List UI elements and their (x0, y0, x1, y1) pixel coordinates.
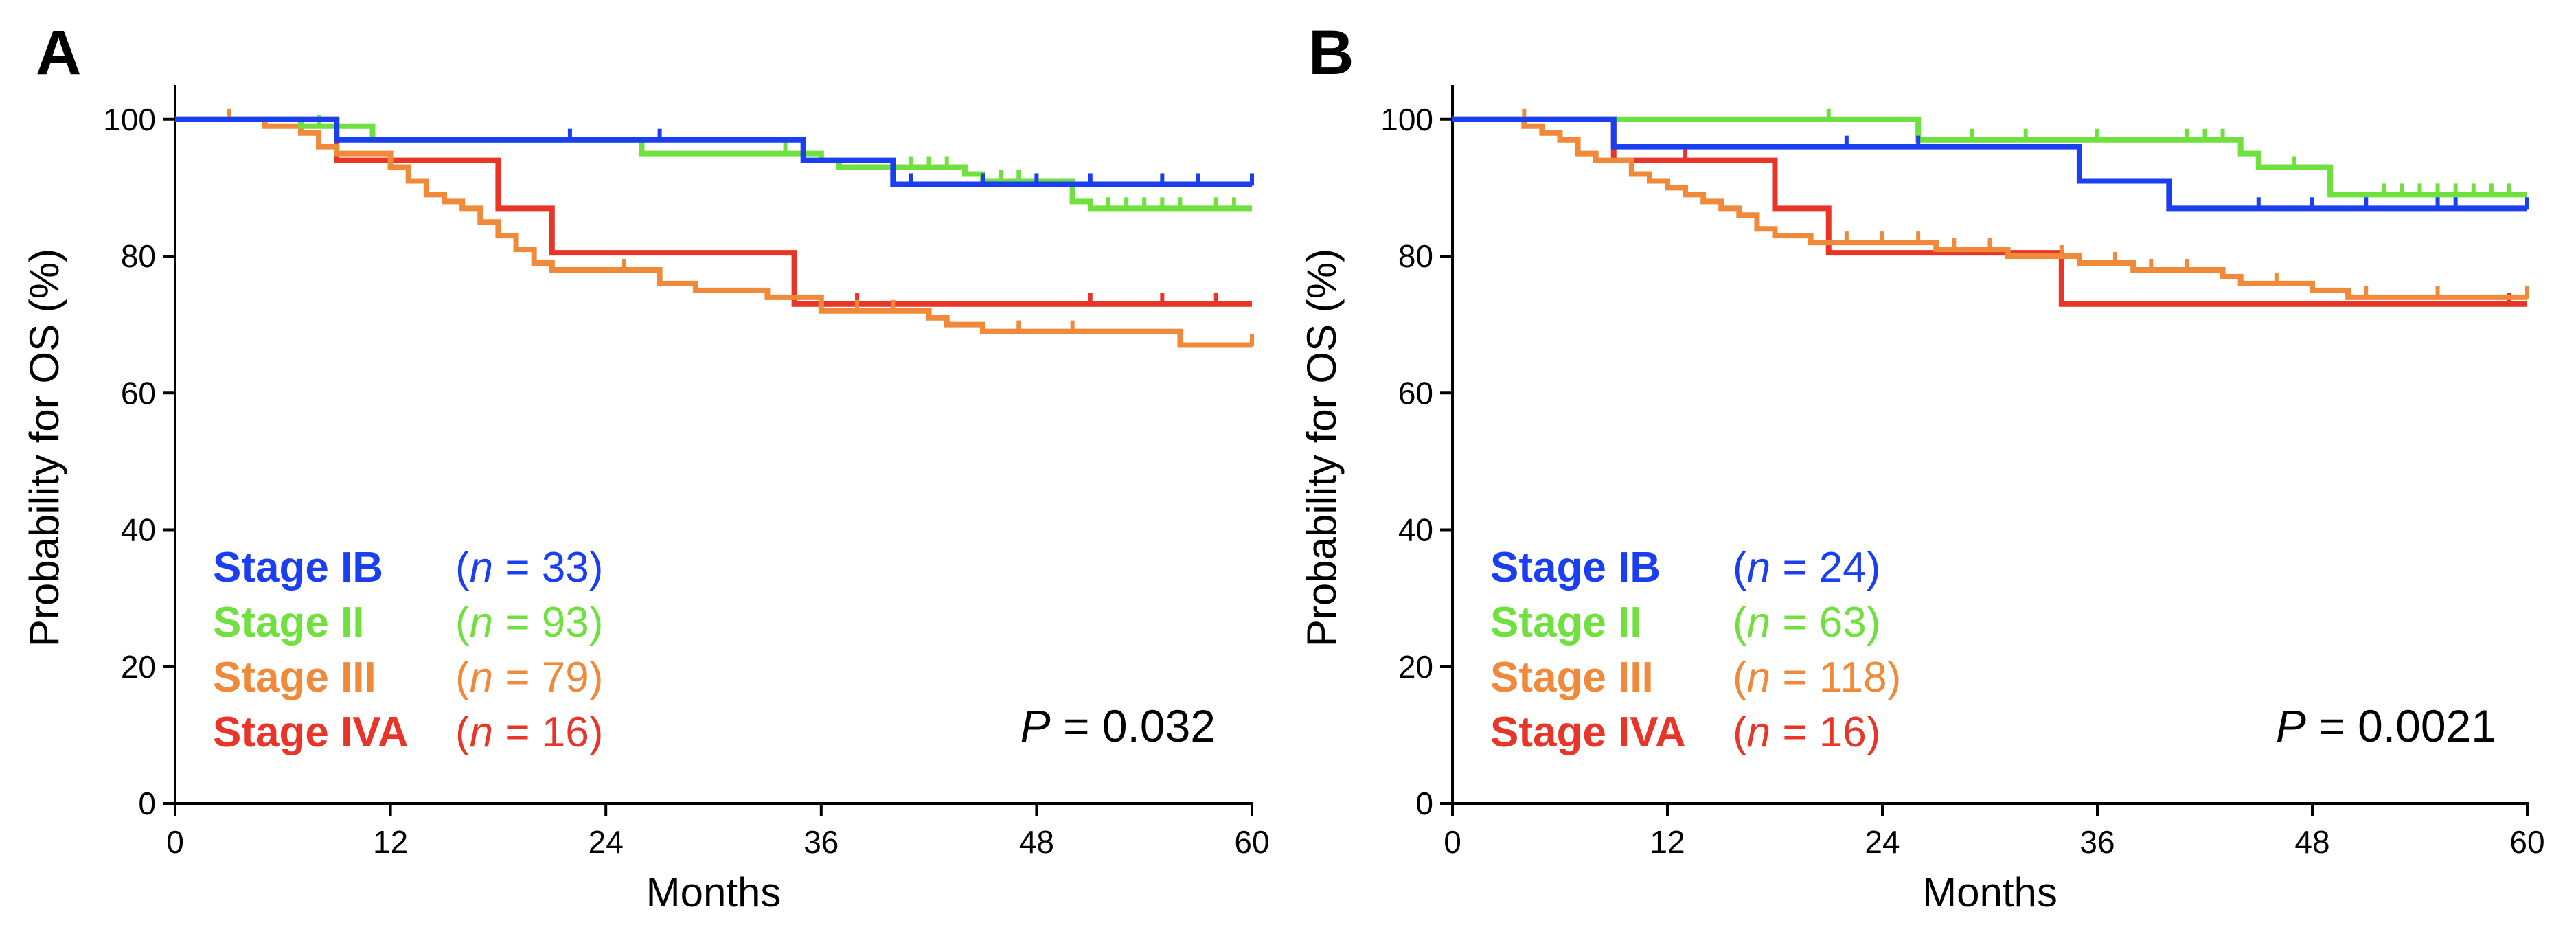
legend-n-italic: n (1747, 654, 1770, 701)
p-value-symbol: P (1021, 700, 1051, 751)
legend-n-open: ( (1733, 654, 1747, 701)
x-tick-label: 0 (166, 824, 184, 860)
legend-n-open: ( (455, 709, 470, 756)
legend-n-count: = 33) (493, 544, 603, 591)
legend-n: (n = 16) (455, 709, 603, 756)
y-tick-label: 80 (121, 238, 156, 274)
x-tick-label: 60 (2509, 824, 2544, 860)
legend-n-italic: n (1747, 599, 1770, 646)
legend-n-open: ( (455, 544, 470, 591)
km-curve-stage-ib (1452, 116, 2527, 212)
p-value-number: = 0.032 (1051, 700, 1216, 751)
y-axis-title: Probability for OS (%) (1299, 249, 1345, 647)
panel-letter: B (1308, 18, 1354, 88)
legend-n-count: = 79) (493, 654, 603, 701)
legend-n: (n = 93) (455, 599, 603, 646)
legend-n-italic: n (1747, 709, 1770, 756)
legend-n-open: ( (455, 654, 470, 701)
y-tick-label: 80 (1398, 238, 1433, 274)
y-tick-label: 0 (1415, 786, 1433, 821)
p-value-symbol: P (2276, 700, 2306, 751)
legend-label: Stage IB (213, 544, 383, 591)
legend-n-open: ( (1733, 709, 1747, 756)
x-axis-title: Months (646, 869, 782, 915)
y-tick-label: 100 (1380, 102, 1433, 137)
x-axis-title: Months (1922, 869, 2058, 915)
y-tick-label: 20 (121, 649, 156, 685)
km-curve-stage-iii (1452, 116, 2527, 300)
legend-label: Stage III (1490, 654, 1654, 701)
y-tick-label: 0 (138, 786, 156, 821)
y-tick-label: 60 (121, 375, 156, 411)
x-tick-label: 36 (2079, 824, 2115, 860)
legend-n: (n = 118) (1733, 654, 1901, 701)
km-curve-stage-ii (175, 116, 1252, 212)
legend-n: (n = 79) (455, 654, 603, 701)
legend-n-count: = 118) (1770, 654, 1901, 701)
legend-n-count: = 16) (1770, 709, 1880, 756)
y-tick-label: 40 (1398, 512, 1433, 548)
y-tick-label: 20 (1398, 649, 1433, 685)
x-tick-label: 12 (1650, 824, 1685, 860)
x-tick-label: 48 (2294, 824, 2329, 860)
panel-b: B 0 20 40 60 80 100 0 12 24 36 48 60 Months Probabilit… (1299, 18, 2545, 915)
km-curve-stage-ii (1452, 116, 2527, 198)
x-tick-label: 36 (803, 824, 839, 860)
p-value-number: = 0.0021 (2306, 700, 2496, 751)
legend-label: Stage III (213, 654, 376, 701)
x-tick-label: 24 (589, 824, 624, 860)
legend-n-count: = 24) (1770, 544, 1880, 591)
legend-label: Stage IB (1490, 544, 1661, 591)
km-curve-stage-iii (175, 116, 1252, 348)
legend-label: Stage IVA (1490, 709, 1686, 756)
legend-n-italic: n (470, 654, 493, 701)
x-tick-label: 0 (1444, 824, 1461, 860)
legend-n-count: = 93) (493, 599, 603, 646)
p-value: P = 0.0021 (2276, 700, 2496, 751)
y-tick-label: 40 (121, 512, 156, 548)
x-tick-label: 24 (1865, 824, 1900, 860)
legend-n: (n = 24) (1733, 544, 1880, 591)
y-axis-title: Probability for OS (%) (21, 249, 67, 647)
legend-n-count: = 63) (1770, 599, 1880, 646)
legend-n: (n = 33) (455, 544, 603, 591)
y-tick-label: 60 (1398, 375, 1433, 411)
x-tick-label: 60 (1234, 824, 1269, 860)
legend-n: (n = 16) (1733, 709, 1880, 756)
legend-n-open: ( (1733, 544, 1747, 591)
legend-n-open: ( (455, 599, 470, 646)
p-value: P = 0.032 (1021, 700, 1216, 751)
legend-label: Stage II (1490, 599, 1642, 646)
km-curve-stage-ib (175, 116, 1252, 187)
legend-n-count: = 16) (493, 709, 603, 756)
x-tick-label: 12 (373, 824, 408, 860)
legend-label: Stage IVA (213, 709, 409, 756)
x-tick-label: 48 (1019, 824, 1054, 860)
legend-n-open: ( (1733, 599, 1747, 646)
legend-n-italic: n (470, 544, 493, 591)
legend-n-italic: n (470, 599, 493, 646)
y-tick-label: 100 (103, 102, 156, 137)
legend-n-italic: n (1747, 544, 1770, 591)
legend-n-italic: n (470, 709, 493, 756)
panel-a: A 0 20 40 60 80 100 0 12 24 36 48 60 Months Probabilit… (21, 18, 1270, 915)
panel-letter: A (36, 18, 81, 88)
legend-n: (n = 63) (1733, 599, 1880, 646)
legend-label: Stage II (213, 599, 365, 646)
